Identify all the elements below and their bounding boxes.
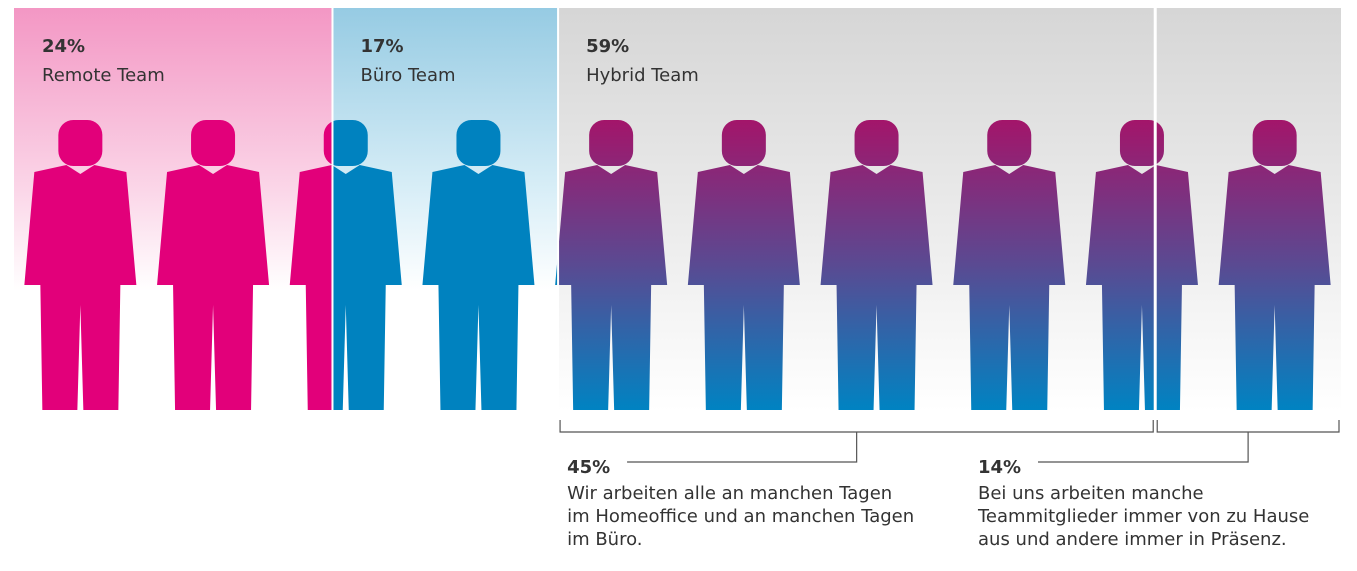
- breakdown-description: Teammitglieder immer von zu Hause: [977, 506, 1309, 527]
- section-background: [558, 8, 1341, 412]
- figures: [332, 120, 559, 410]
- section-label: Remote Team: [42, 65, 165, 86]
- figure-head: [1119, 120, 1164, 166]
- figure-body: [422, 165, 535, 410]
- section-percent: 17%: [360, 36, 403, 57]
- breakdown-description: im Homeoffice und an manchen Tagen: [567, 506, 914, 527]
- figure-body: [1218, 165, 1331, 410]
- figures: [24, 120, 333, 410]
- breakdown-description: Wir arbeiten alle an manchen Tagen: [567, 483, 892, 504]
- breakdown-percent: 45%: [567, 457, 610, 478]
- figure-head: [854, 120, 899, 166]
- breakdown-description: im Büro.: [567, 529, 642, 550]
- figure-body: [558, 165, 668, 410]
- figure-body: [157, 165, 270, 410]
- section-percent: 24%: [42, 36, 85, 57]
- figure-head: [323, 121, 333, 165]
- figure-head: [332, 120, 368, 166]
- figure-body: [24, 165, 137, 410]
- figure-body: [289, 165, 333, 410]
- figure-body: [687, 165, 800, 410]
- bracket: [1038, 420, 1340, 463]
- figures: [558, 120, 1331, 410]
- figure-head: [58, 120, 103, 166]
- bracket: [559, 420, 1154, 463]
- section-label: Hybrid Team: [586, 65, 699, 86]
- figure-head: [987, 120, 1032, 166]
- figure-head: [721, 120, 766, 166]
- figure-head: [456, 120, 501, 166]
- figure-head: [191, 120, 236, 166]
- breakdown-percent: 14%: [978, 457, 1021, 478]
- figure-body: [953, 165, 1066, 410]
- breakdown-description: aus und andere immer in Präsenz.: [978, 529, 1287, 550]
- figure-body: [332, 165, 402, 410]
- figure-head: [1252, 120, 1297, 166]
- section-label: Büro Team: [360, 65, 455, 86]
- section-percent: 59%: [586, 36, 629, 57]
- figure-body: [1085, 165, 1198, 410]
- figure-head: [589, 120, 634, 166]
- figure-body: [820, 165, 933, 410]
- breakdown-description: Bei uns arbeiten manche: [978, 483, 1204, 504]
